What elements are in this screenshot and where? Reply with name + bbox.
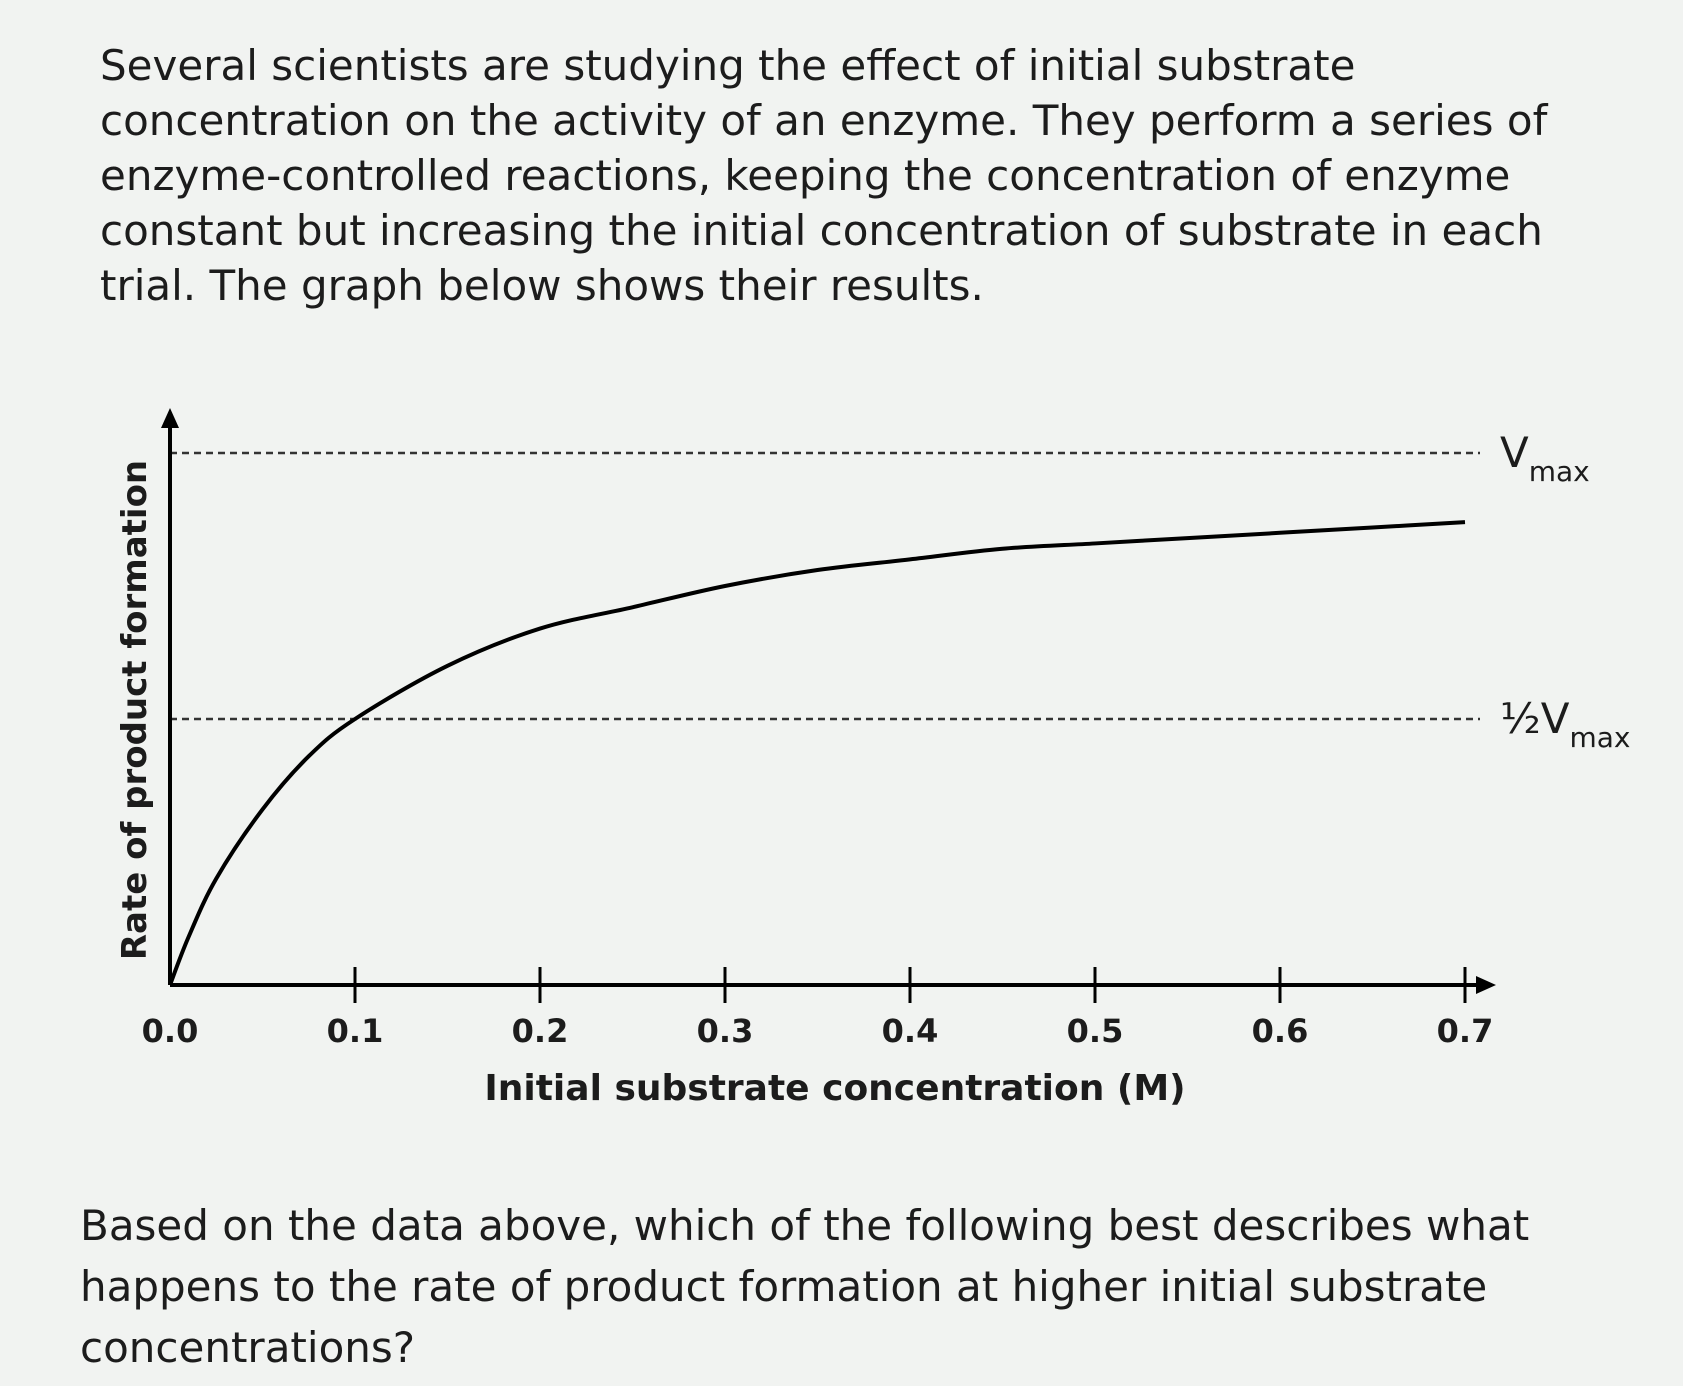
reference-label-0: Vmax [1500,428,1590,488]
question-paragraph: Based on the data above, which of the fo… [80,1201,1530,1372]
x-tick-label-7: 0.7 [1437,1012,1494,1050]
x-axis-arrow [1476,976,1496,994]
reference-label-1: ½Vmax [1500,694,1630,754]
x-tick-label-2: 0.2 [512,1012,569,1050]
x-tick-label-5: 0.5 [1067,1012,1124,1050]
x-tick-label-6: 0.6 [1252,1012,1309,1050]
intro-paragraph: Several scientists are studying the effe… [100,41,1548,310]
y-axis-label: Rate of product formation [115,460,155,960]
x-axis-label: Initial substrate concentration (M) [484,1068,1185,1109]
reference-label-sub-0: max [1529,455,1590,488]
reference-label-sub-1: max [1569,721,1630,754]
reference-label-main-0: V [1500,428,1529,477]
reference-label-main-1: ½V [1500,694,1570,743]
x-tick-label-1: 0.1 [327,1012,384,1050]
rate-curve-0 [168,520,1466,986]
y-axis-arrow [161,408,179,428]
x-tick-label-0: 0.0 [142,1012,199,1050]
x-tick-label-3: 0.3 [697,1012,754,1050]
x-tick-label-4: 0.4 [882,1012,939,1050]
